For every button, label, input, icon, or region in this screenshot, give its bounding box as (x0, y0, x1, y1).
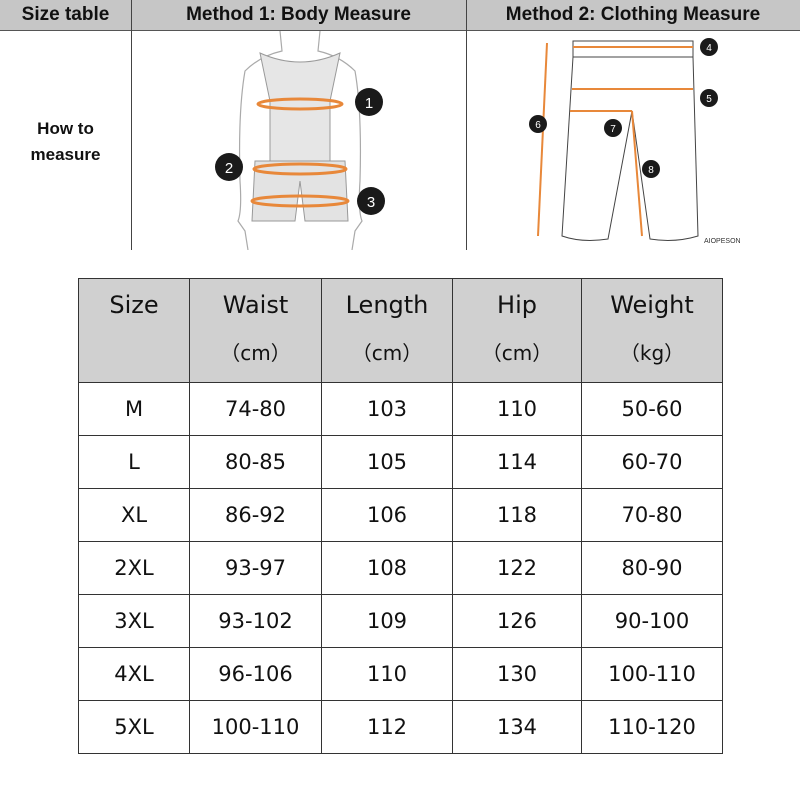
table-cell: L (78, 435, 190, 489)
how-to-line: How to (37, 119, 94, 138)
column-header-hip: Hip （cm） (452, 278, 582, 383)
table-row: 4XL 96-106 110 130 100-110 (78, 647, 723, 701)
how-to-line: measure (30, 145, 101, 164)
marker-label: 6 (535, 120, 541, 131)
table-cell: 2XL (78, 541, 190, 595)
marker-1-icon (355, 88, 383, 116)
table-cell: 110 (452, 382, 582, 436)
table-cell: 118 (452, 488, 582, 542)
marker-3-icon (357, 187, 385, 215)
table-cell: 122 (452, 541, 582, 595)
marker-label: 7 (610, 124, 616, 135)
table-cell: 70-80 (581, 488, 723, 542)
table-cell: 86-92 (189, 488, 322, 542)
column-header-weight: Weight （kg） (581, 278, 723, 383)
table-cell: 80-90 (581, 541, 723, 595)
table-cell: 50-60 (581, 382, 723, 436)
table-row: 5XL 100-110 112 134 110-120 (78, 700, 723, 754)
table-row: 3XL 93-102 109 126 90-100 (78, 594, 723, 648)
table-cell: 90-100 (581, 594, 723, 648)
table-cell: 106 (321, 488, 453, 542)
size-table-header: Size table (0, 0, 131, 31)
body-measure-illustration: 1 2 3 (215, 31, 385, 250)
table-cell: 105 (321, 435, 453, 489)
table-cell: 80-85 (189, 435, 322, 489)
table-cell: 5XL (78, 700, 190, 754)
table-cell: 60-70 (581, 435, 723, 489)
table-cell: 114 (452, 435, 582, 489)
method1-header: Method 1: Body Measure (131, 0, 466, 31)
table-cell: 100-110 (189, 700, 322, 754)
table-cell: 110-120 (581, 700, 723, 754)
table-cell: 126 (452, 594, 582, 648)
marker-label: 4 (706, 43, 712, 54)
table-cell: 93-97 (189, 541, 322, 595)
table-cell: 4XL (78, 647, 190, 701)
brand-watermark: AIOPESON (704, 238, 741, 245)
table-cell: 93-102 (189, 594, 322, 648)
divider (131, 0, 132, 250)
table-cell: 134 (452, 700, 582, 754)
table-cell: M (78, 382, 190, 436)
marker-4-icon (700, 38, 718, 56)
how-to-measure-section: Size table Method 1: Body Measure Method… (0, 0, 800, 250)
table-cell: 112 (321, 700, 453, 754)
how-to-measure-label: How to measure (0, 116, 131, 168)
table-row: L 80-85 105 114 60-70 (78, 435, 723, 489)
table-row: XL 86-92 106 118 70-80 (78, 488, 723, 542)
table-row: 2XL 93-97 108 122 80-90 (78, 541, 723, 595)
table-cell: 108 (321, 541, 453, 595)
table-cell: 100-110 (581, 647, 723, 701)
marker-8-icon (642, 160, 660, 178)
column-header-length: Length （cm） (321, 278, 453, 383)
table-cell: 103 (321, 382, 453, 436)
marker-label: 3 (367, 194, 375, 211)
marker-label: 5 (706, 94, 712, 105)
marker-7-icon (604, 119, 622, 137)
marker-2-icon (215, 153, 243, 181)
method2-header: Method 2: Clothing Measure (466, 0, 800, 31)
size-table: Size Waist （cm） Length （cm） Hip （cm） Weight… (78, 278, 723, 754)
marker-5-icon (700, 89, 718, 107)
column-header-waist: Waist （cm） (189, 278, 322, 383)
clothing-measure-illustration: 4 5 6 7 8 AIOPESON (529, 38, 741, 245)
marker-label: 2 (225, 160, 233, 177)
table-header-row: Size Waist （cm） Length （cm） Hip （cm） Weight… (78, 278, 723, 383)
marker-label: 8 (648, 165, 654, 176)
marker-label: 1 (365, 95, 373, 112)
table-cell: 3XL (78, 594, 190, 648)
table-cell: 74-80 (189, 382, 322, 436)
table-cell: 110 (321, 647, 453, 701)
table-cell: 130 (452, 647, 582, 701)
table-cell: 109 (321, 594, 453, 648)
table-row: M 74-80 103 110 50-60 (78, 382, 723, 436)
marker-6-icon (529, 115, 547, 133)
table-cell: XL (78, 488, 190, 542)
table-cell: 96-106 (189, 647, 322, 701)
column-header-size: Size (78, 278, 190, 383)
divider (466, 0, 467, 250)
